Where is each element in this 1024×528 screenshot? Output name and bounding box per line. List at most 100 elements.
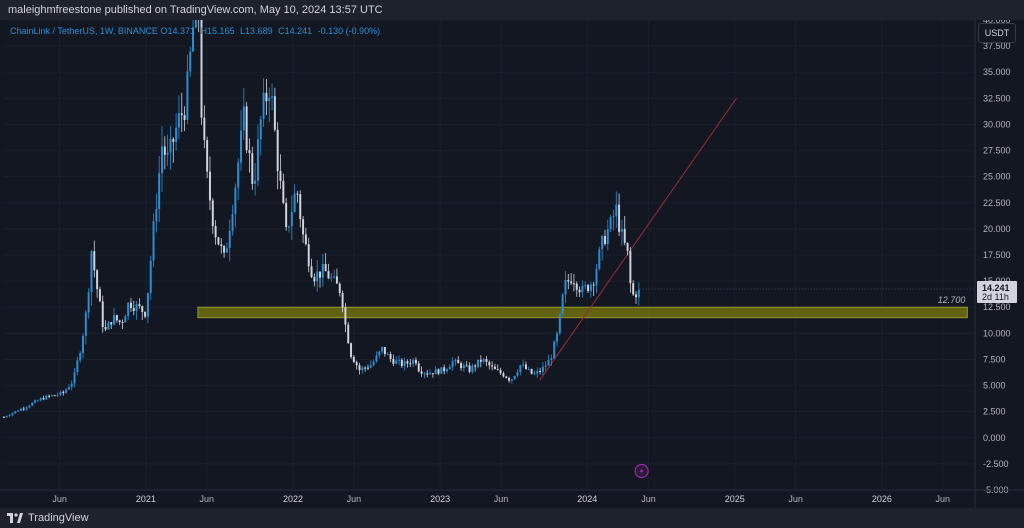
candle-body [429, 373, 432, 375]
candle-body [556, 333, 559, 342]
candle-body [208, 171, 211, 201]
candle-body [632, 283, 635, 295]
candle-body [403, 361, 406, 366]
candle-body [152, 221, 155, 261]
trendline[interactable] [539, 98, 737, 381]
candle-body [175, 127, 178, 142]
y-tick-label: 40.000 [983, 20, 1011, 25]
candle-body [460, 363, 463, 369]
candle-body [541, 366, 544, 372]
candle-body [259, 118, 262, 140]
candle-body [505, 376, 508, 378]
y-tick-label: 20.000 [983, 224, 1011, 234]
candle-body [39, 398, 42, 401]
candle-body [79, 353, 82, 361]
tradingview-logo[interactable]: TradingView [7, 512, 89, 524]
candle-body [48, 395, 51, 397]
candle-body [412, 359, 415, 364]
candle-body [369, 365, 372, 368]
candle-body [606, 229, 609, 245]
candle-body [395, 360, 398, 364]
grid [4, 20, 975, 491]
candle-body [237, 162, 240, 188]
candle-body [609, 217, 612, 230]
candle-body [341, 292, 344, 308]
brand-name: TradingView [28, 512, 89, 524]
candle-body [431, 373, 434, 375]
time-axis[interactable]: Jun 2021 Jun 2022 Jun 2023 Jun 2024 Jun 2025 Jun 20… [0, 489, 1024, 504]
y-tick-label: 7.500 [983, 354, 1006, 364]
candle-body [96, 270, 99, 290]
candle-body [200, 20, 203, 118]
candle-body [101, 301, 104, 327]
candle-body [352, 356, 355, 363]
candle-body [161, 146, 163, 174]
candle-body [491, 365, 494, 367]
currency-button[interactable]: USDT [978, 23, 1016, 43]
candle-body [603, 235, 606, 245]
candle-body [203, 117, 206, 141]
candle-body [25, 407, 28, 409]
candle-body [550, 358, 553, 361]
candle-body [496, 369, 499, 371]
candle-body [448, 366, 451, 370]
candle-body [333, 276, 336, 278]
x-tick-label: Jun [788, 494, 803, 504]
candle-body [629, 250, 632, 284]
candle-body [524, 364, 527, 370]
candle-body [53, 395, 56, 397]
candle-body [426, 373, 429, 375]
y-tick-label: 35.000 [983, 67, 1011, 77]
candles [3, 20, 640, 418]
y-tick-label: 30.000 [983, 119, 1011, 129]
candle-body [313, 276, 316, 282]
candle-body [192, 27, 195, 52]
candle-body [290, 211, 293, 227]
candle-body [107, 322, 110, 330]
candle-body [443, 367, 446, 372]
candle-body [564, 280, 567, 295]
candle-body [287, 226, 290, 228]
candle-body [533, 373, 536, 375]
candle-body [121, 322, 124, 324]
price-axis[interactable]: -5.000-2.5000.0002.5005.0007.50010.00012… [974, 20, 1011, 510]
candle-body [637, 289, 640, 298]
candle-body [595, 268, 598, 286]
support-zone-label: 12.700 [938, 295, 966, 305]
y-tick-label: 0.000 [983, 433, 1006, 443]
candle-body [177, 113, 180, 128]
candle-body [598, 249, 601, 269]
candle-body [383, 346, 386, 354]
candle-body [231, 213, 234, 231]
candle-body [310, 266, 313, 277]
candle-body [618, 204, 621, 232]
candle-body [254, 180, 257, 184]
candle-body [445, 369, 448, 372]
candle-body [482, 359, 485, 362]
candle-body [454, 359, 457, 362]
candle-body [451, 361, 454, 367]
price-chart[interactable]: 12.700 -5.000-2.5000.0002.5005.0007.5001… [0, 20, 1024, 510]
candle-body [65, 389, 68, 393]
candle-body [307, 244, 310, 267]
chart-area[interactable]: 12.700 -5.000 -2.500 0.000 2.500 5.000 7.500 1… [0, 20, 1024, 510]
candle-body [62, 391, 65, 393]
candle-body [474, 365, 477, 367]
candle-body [271, 96, 274, 98]
candle-body [34, 400, 37, 403]
x-tick-label: Jun [935, 494, 950, 504]
candle-body [635, 294, 638, 298]
y-tick-label: 12.500 [983, 302, 1011, 312]
event-marker[interactable] [634, 463, 649, 479]
candle-body [327, 271, 330, 279]
candle-body [338, 283, 341, 293]
candle-body [414, 359, 417, 364]
support-zone[interactable]: 12.700 [197, 295, 968, 319]
candle-body [265, 92, 268, 102]
low-value: 13.689 [245, 26, 273, 36]
candle-body [93, 251, 96, 271]
symbol-label[interactable]: ChainLink / TetherUS, 1W, BINANCE [10, 26, 158, 36]
candle-body [299, 194, 302, 220]
candle-body [194, 20, 197, 28]
candle-body [392, 358, 395, 364]
